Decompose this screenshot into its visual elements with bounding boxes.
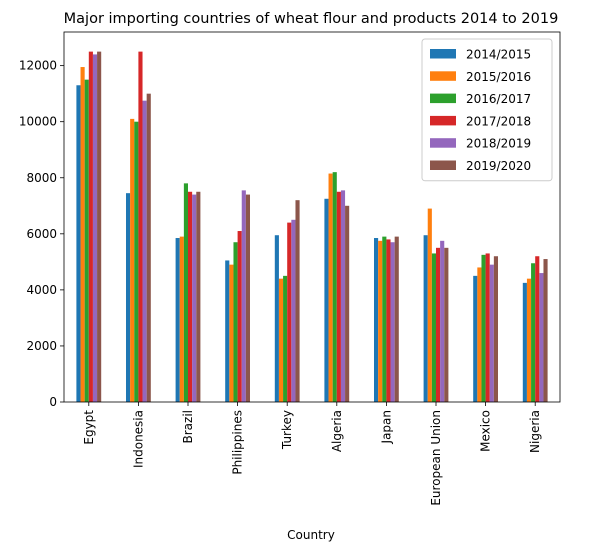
bar xyxy=(196,191,201,402)
bar xyxy=(427,208,432,402)
y-tick-label: 8000 xyxy=(26,171,57,185)
bar xyxy=(233,242,238,402)
bar xyxy=(324,198,329,402)
legend-label: 2015/2016 xyxy=(466,70,531,84)
bar xyxy=(340,190,346,402)
bar xyxy=(138,51,143,403)
bar xyxy=(332,172,337,402)
bar xyxy=(522,282,527,402)
bar xyxy=(345,205,350,402)
bar xyxy=(126,193,131,402)
bar xyxy=(237,231,242,402)
legend-swatch xyxy=(430,115,456,126)
bar xyxy=(444,247,449,402)
bar xyxy=(175,238,180,402)
bar xyxy=(378,240,383,402)
bar xyxy=(539,273,544,402)
bar xyxy=(526,278,532,402)
y-tick-label: 10000 xyxy=(19,115,57,129)
bar xyxy=(531,263,536,402)
bar xyxy=(274,235,279,402)
bar xyxy=(382,236,387,402)
bar xyxy=(287,222,292,402)
bar xyxy=(423,235,428,402)
bar xyxy=(84,79,89,403)
bar xyxy=(481,254,486,402)
bar xyxy=(80,67,85,402)
x-tick-label: Brazil xyxy=(181,410,195,444)
legend-swatch xyxy=(430,93,456,104)
x-tick-label: Egypt xyxy=(82,410,96,445)
x-tick-label: Nigeria xyxy=(528,410,542,453)
plot-area: 0 2000 4000 6000 8000 10000 12000 Egypt Indonesi… xyxy=(19,31,561,506)
x-tick-label: Turkey xyxy=(280,410,294,450)
y-tick-label: 2000 xyxy=(26,339,57,353)
bar xyxy=(431,253,436,402)
x-tick-label: Philippines xyxy=(231,410,245,475)
y-tick-label: 6000 xyxy=(26,227,57,241)
bar xyxy=(283,275,288,402)
bar xyxy=(328,173,333,402)
bar xyxy=(374,238,379,402)
bar xyxy=(394,236,399,402)
chart-title: Major importing countries of wheat flour… xyxy=(64,11,559,27)
bar xyxy=(245,194,250,402)
y-tick-label: 12000 xyxy=(19,59,57,73)
legend-swatch xyxy=(430,160,456,170)
bar xyxy=(386,239,391,402)
bar xyxy=(291,219,296,402)
legend-label: 2016/2017 xyxy=(466,92,531,106)
bar xyxy=(390,242,395,402)
x-tick-label: Mexico xyxy=(479,410,493,452)
bar xyxy=(336,191,341,402)
x-axis-label: Country xyxy=(287,528,335,542)
bar xyxy=(278,278,284,402)
bar xyxy=(535,256,540,402)
bar xyxy=(134,121,139,402)
bar xyxy=(225,260,230,402)
bar xyxy=(97,51,102,403)
bar xyxy=(88,51,93,403)
bar xyxy=(146,93,151,403)
bar xyxy=(440,240,445,402)
bar xyxy=(485,253,490,402)
x-tick-label: Indonesia xyxy=(131,410,145,468)
bar xyxy=(229,264,234,402)
bar xyxy=(436,247,441,402)
legend-label: 2014/2015 xyxy=(466,48,531,62)
bar xyxy=(295,200,300,402)
bar xyxy=(473,275,478,402)
bar xyxy=(241,190,246,402)
bar xyxy=(76,85,81,402)
bar xyxy=(477,267,482,402)
bar xyxy=(188,191,193,402)
x-tick-label: Japan xyxy=(379,410,393,444)
x-tick-label: Algeria xyxy=(330,410,344,452)
legend-label: 2019/2020 xyxy=(466,159,531,173)
y-tick-label: 4000 xyxy=(26,283,57,297)
x-tick-label: European Union xyxy=(429,410,443,506)
bar xyxy=(543,259,548,402)
legend-label: 2018/2019 xyxy=(466,137,531,151)
legend-swatch xyxy=(430,49,456,59)
bar xyxy=(493,256,498,402)
bar xyxy=(142,100,147,403)
bar xyxy=(130,118,135,402)
y-tick-label: 0 xyxy=(49,395,57,409)
bar xyxy=(179,236,184,402)
legend-swatch xyxy=(430,138,456,148)
legend-swatch xyxy=(430,71,456,81)
axes-frame xyxy=(63,31,561,403)
bar xyxy=(489,264,494,402)
bar xyxy=(92,54,98,403)
legend-label: 2017/2018 xyxy=(466,114,531,128)
bar xyxy=(192,194,197,402)
bar xyxy=(183,183,188,402)
